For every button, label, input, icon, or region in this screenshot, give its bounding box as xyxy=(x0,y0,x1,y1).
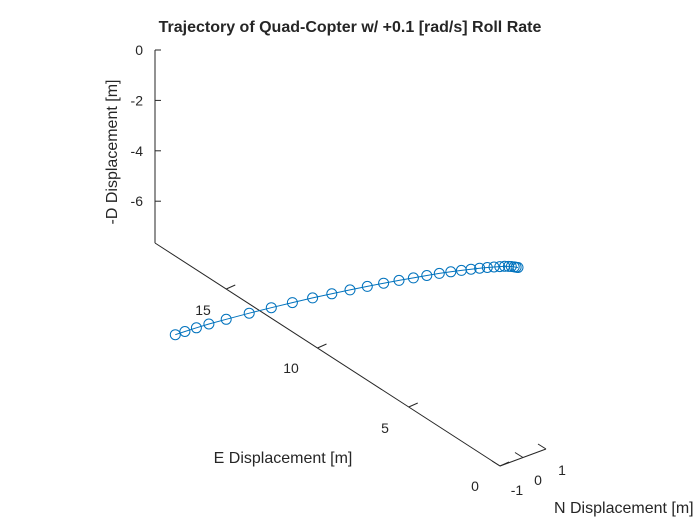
trajectory-point xyxy=(494,261,506,273)
trajectory-point xyxy=(344,284,356,296)
trajectory-point xyxy=(326,288,338,300)
e-tick xyxy=(226,284,236,290)
e-tick xyxy=(317,343,327,349)
e-tick xyxy=(499,461,510,467)
trajectory-point xyxy=(488,261,500,273)
n-axis-label: N Displacement [m] xyxy=(554,500,694,517)
n-tick-label: 1 xyxy=(558,462,566,478)
trajectory-point xyxy=(203,318,215,330)
trajectory-point xyxy=(190,322,202,334)
e-tick-label: 15 xyxy=(195,302,211,318)
trajectory-point xyxy=(407,272,419,284)
trajectory-point xyxy=(243,307,255,319)
trajectory-point xyxy=(378,277,390,289)
trajectory-point xyxy=(445,266,457,278)
trajectory-point xyxy=(433,267,445,279)
trajectory-point xyxy=(220,313,232,325)
trajectory-point xyxy=(499,260,511,272)
trajectory-point xyxy=(307,292,319,304)
trajectory-point xyxy=(455,264,467,276)
e-tick-label: 0 xyxy=(471,478,479,494)
z-tick-label: 0 xyxy=(135,42,143,58)
chart-title: Trajectory of Quad-Copter w/ +0.1 [rad/s… xyxy=(159,19,542,36)
z-tick-label: -2 xyxy=(131,92,144,108)
trajectory-point xyxy=(505,261,517,272)
n-tick-label: 0 xyxy=(534,472,542,488)
tick-marks xyxy=(155,49,547,467)
trajectory-point xyxy=(421,270,433,281)
series-0 xyxy=(169,260,524,341)
n-tick xyxy=(537,443,547,450)
trajectory-point xyxy=(481,262,493,273)
n-tick xyxy=(514,452,524,458)
trajectory-point xyxy=(361,280,373,292)
z-tick-label: -4 xyxy=(131,143,144,159)
n-tick xyxy=(491,460,501,467)
e-axis-label: E Displacement [m] xyxy=(214,450,353,467)
axes xyxy=(154,50,547,467)
e-tick-label: 5 xyxy=(381,420,389,436)
trajectory-point xyxy=(169,329,181,341)
trajectory-point xyxy=(286,297,298,309)
trajectory-point xyxy=(265,302,277,314)
trajectory-point xyxy=(393,274,405,286)
z-tick-label: -6 xyxy=(131,193,144,209)
trajectory-point xyxy=(502,260,514,272)
e-tick-label: 10 xyxy=(283,360,299,376)
n-tick-label: -1 xyxy=(511,482,524,498)
e-axis-line xyxy=(154,242,501,467)
trajectory-point xyxy=(474,262,486,274)
trajectory-point xyxy=(179,326,191,337)
e-tick xyxy=(408,402,418,408)
z-axis-label: -D Displacement [m] xyxy=(104,80,121,225)
